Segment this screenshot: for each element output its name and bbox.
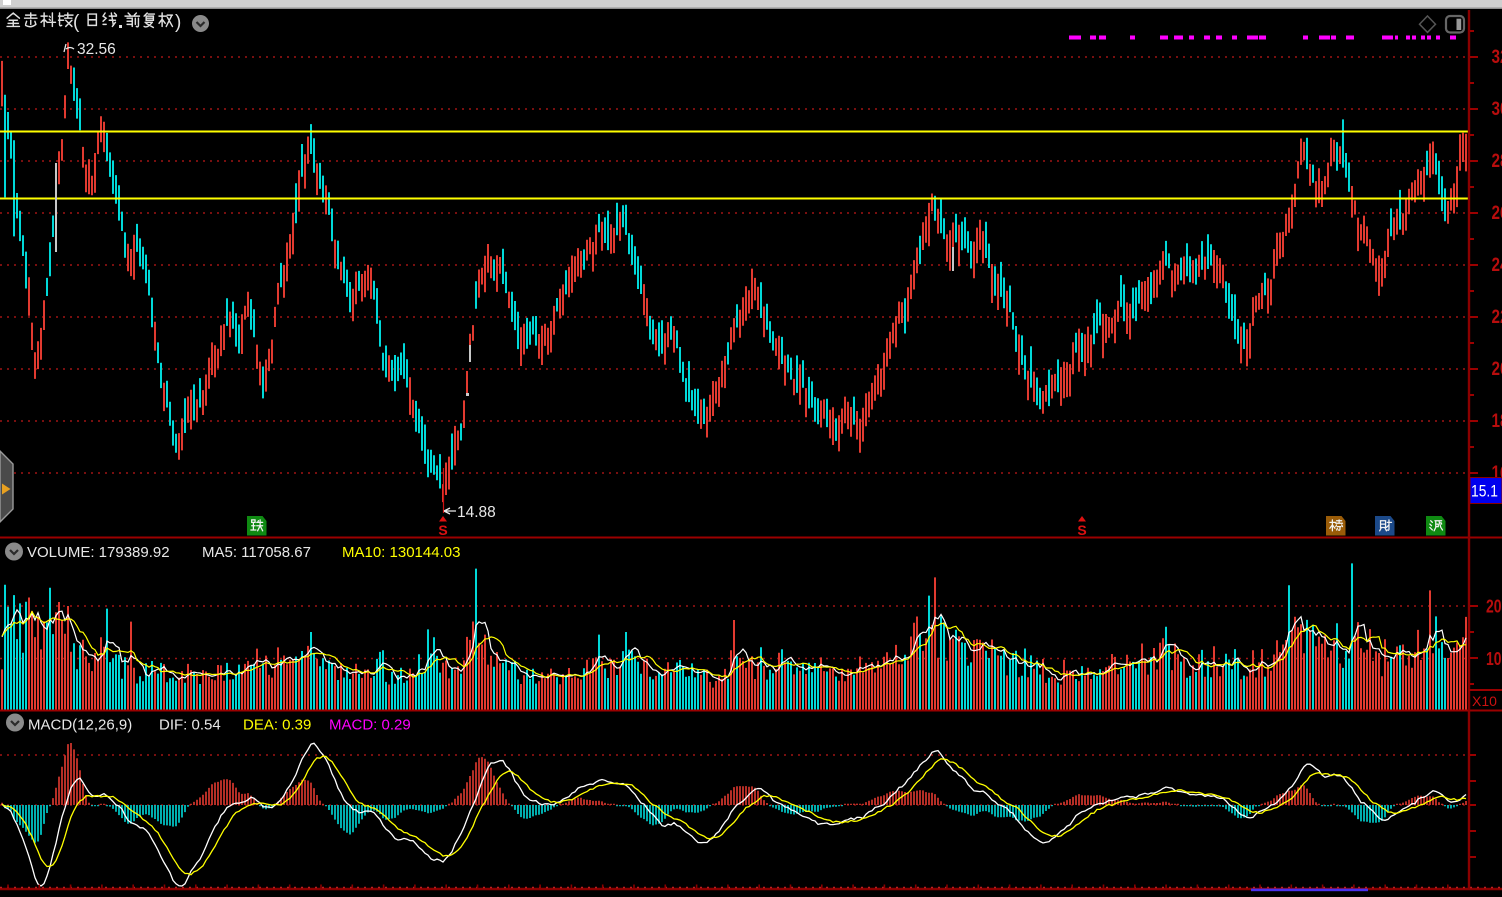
svg-text:26: 26	[1492, 203, 1502, 224]
svg-text:15.1: 15.1	[1471, 482, 1498, 501]
svg-text:28: 28	[1492, 151, 1502, 172]
svg-text:22: 22	[1492, 307, 1502, 328]
svg-text:10: 10	[1486, 649, 1502, 669]
svg-text:S: S	[1077, 522, 1086, 538]
svg-text:DEA: 0.39: DEA: 0.39	[243, 717, 311, 734]
svg-text:32: 32	[1492, 47, 1502, 68]
svg-text:VOLUME: 179389.92: VOLUME: 179389.92	[27, 544, 170, 561]
svg-text:MACD: 0.29: MACD: 0.29	[329, 717, 411, 734]
svg-text:14.88: 14.88	[457, 504, 496, 521]
svg-text:DIF: 0.54: DIF: 0.54	[159, 717, 221, 734]
svg-text:MACD(12,26,9): MACD(12,26,9)	[28, 717, 132, 734]
svg-text:): )	[175, 12, 181, 33]
svg-text:20: 20	[1486, 597, 1502, 617]
svg-text:18: 18	[1492, 411, 1502, 432]
svg-text:24: 24	[1492, 255, 1502, 276]
svg-text:32.56: 32.56	[77, 41, 116, 58]
svg-text:20: 20	[1492, 359, 1502, 380]
svg-text:(: (	[73, 12, 80, 33]
svg-text:30: 30	[1492, 99, 1502, 120]
svg-text:MA5: 117058.67: MA5: 117058.67	[202, 544, 311, 561]
svg-text:MA10: 130144.03: MA10: 130144.03	[342, 544, 460, 561]
svg-text:S: S	[438, 522, 447, 538]
svg-text:X10: X10	[1472, 693, 1497, 709]
